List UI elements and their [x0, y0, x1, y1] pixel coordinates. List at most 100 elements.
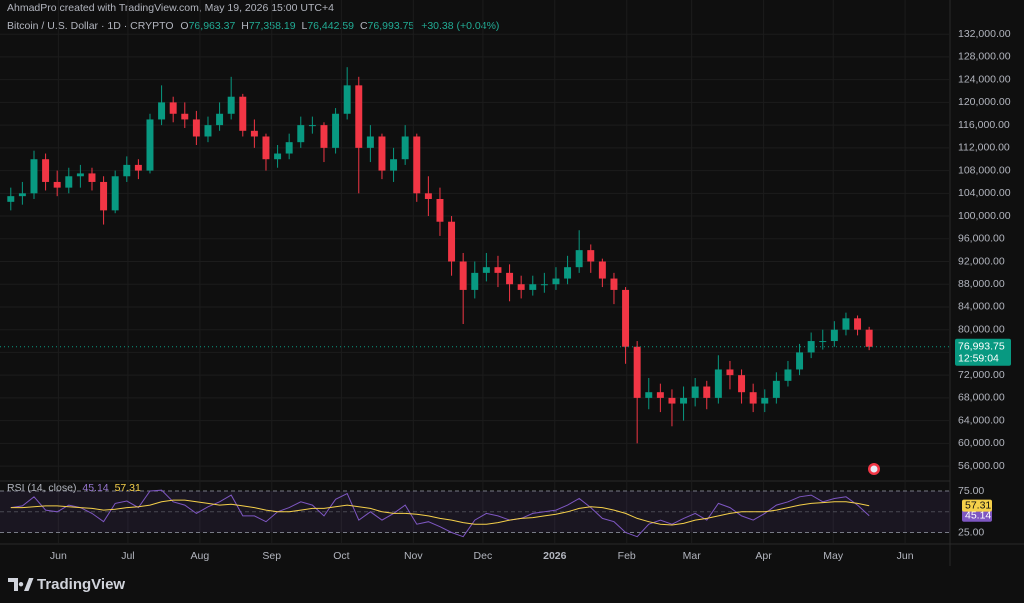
y-tick-label: 120,000.00: [958, 96, 1011, 108]
candle-body: [227, 96, 235, 114]
x-tick-label: Aug: [191, 550, 210, 562]
candle-body: [366, 136, 374, 148]
candle-body: [250, 130, 258, 137]
rsi-line: [10, 489, 870, 538]
candle-body: [703, 386, 711, 398]
ohlc-value: 76,442.59: [307, 20, 354, 32]
x-tick-label: Jun: [897, 550, 914, 562]
candle-body: [413, 136, 421, 194]
y-tick-label: 112,000.00: [958, 142, 1010, 154]
y-tick-label: 100,000.00: [958, 210, 1011, 222]
logo-text: TradingView: [37, 576, 125, 593]
candle-body: [645, 392, 653, 398]
rsi-title: RSI (14, close): [7, 482, 76, 494]
candle-body: [459, 261, 467, 290]
candle-body: [390, 159, 398, 171]
candle-body: [146, 119, 154, 171]
rsi-last-label: 57.31: [965, 499, 991, 511]
y-tick-label: 72,000.00: [958, 369, 1005, 381]
candle-body: [842, 318, 850, 330]
last-price-label: 76,993.75: [958, 341, 1005, 353]
y-tick-label: 88,000.00: [958, 278, 1005, 290]
candle-body: [7, 196, 15, 202]
candle-body: [42, 159, 50, 182]
ohlc-label: C: [360, 20, 368, 32]
candle-body: [332, 113, 340, 148]
candle-body: [610, 278, 618, 290]
x-tick-label: Apr: [755, 550, 772, 562]
candle-body: [30, 159, 38, 194]
candle-body: [436, 198, 444, 222]
rsi-last-box: [962, 509, 992, 522]
x-tick-label: Sep: [262, 550, 281, 562]
candle-body: [216, 113, 224, 126]
x-tick-label: Nov: [404, 550, 423, 562]
candle-body: [552, 278, 560, 285]
y-tick-label: 124,000.00: [958, 73, 1011, 85]
candle-body: [192, 119, 200, 137]
x-tick-label: Mar: [683, 550, 702, 562]
y-tick-label: 92,000.00: [958, 255, 1005, 267]
flag-inner: [870, 465, 878, 473]
y-tick-label: 75.00: [958, 485, 984, 497]
y-tick-label: 108,000.00: [958, 164, 1011, 176]
candle-body: [355, 85, 363, 148]
labels: 56,000.00 60,000.00 64,000.00 68,000.00 72,0…: [50, 28, 1011, 562]
candle-body: [587, 250, 595, 262]
ohlc-label: O: [180, 20, 188, 32]
x-tick-label: Jun: [50, 550, 67, 562]
flag-icon: [868, 463, 880, 475]
candle-body: [761, 397, 769, 404]
candle-body: [123, 164, 131, 177]
candle-body: [204, 125, 212, 137]
y-tick-label: 80,000.00: [958, 323, 1005, 335]
candle-body: [53, 181, 61, 188]
candle-body: [691, 386, 699, 398]
candle-body: [239, 96, 247, 131]
candle-body: [726, 369, 734, 376]
candle-body: [819, 341, 827, 343]
ohlc-value: 76,963.37: [189, 20, 236, 32]
candle-body: [134, 164, 142, 171]
candle-body: [401, 136, 409, 160]
x-tick-label: Oct: [333, 550, 349, 562]
candle-body: [830, 329, 838, 342]
last-price-box: [955, 338, 1011, 366]
candle-body: [424, 193, 432, 199]
candle-body: [308, 125, 316, 127]
candle-body: [633, 346, 641, 398]
y-tick-label: 104,000.00: [958, 187, 1011, 199]
ohlc-value: 76,993.75: [368, 20, 415, 32]
candle-body: [680, 397, 688, 404]
rsi-ma-value: 57.31: [115, 482, 141, 494]
y-tick-label: 128,000.00: [958, 51, 1011, 63]
candle-body: [598, 261, 606, 279]
x-tick-label: 2026: [543, 550, 567, 562]
y-tick-label: 84,000.00: [958, 301, 1005, 313]
ohlc-label: L: [301, 20, 307, 32]
candle-body: [494, 267, 502, 273]
rsi-last-box: [962, 499, 992, 512]
candle-body: [100, 181, 108, 211]
candle-body: [784, 369, 792, 381]
candle-body: [656, 392, 664, 398]
x-tick-label: May: [823, 550, 844, 562]
candle-body: [529, 284, 537, 290]
candle-body: [262, 136, 270, 160]
y-tick-label: 96,000.00: [958, 233, 1005, 245]
candle-body: [181, 113, 189, 120]
y-tick-label: 64,000.00: [958, 414, 1005, 426]
y-tick-label: 56,000.00: [958, 460, 1005, 472]
logo: TradingView: [8, 576, 125, 593]
rsi-line: [10, 499, 870, 526]
y-tick-label: 60,000.00: [958, 437, 1005, 449]
candle-body: [540, 284, 548, 286]
candle-body: [18, 193, 26, 197]
candle-body: [111, 176, 119, 211]
candle-body: [65, 176, 73, 188]
y-tick-label: 68,000.00: [958, 392, 1005, 404]
candle-body: [564, 267, 572, 279]
candle-body: [772, 380, 780, 398]
ohlc-label: H: [241, 20, 249, 32]
candle-body: [854, 318, 862, 330]
